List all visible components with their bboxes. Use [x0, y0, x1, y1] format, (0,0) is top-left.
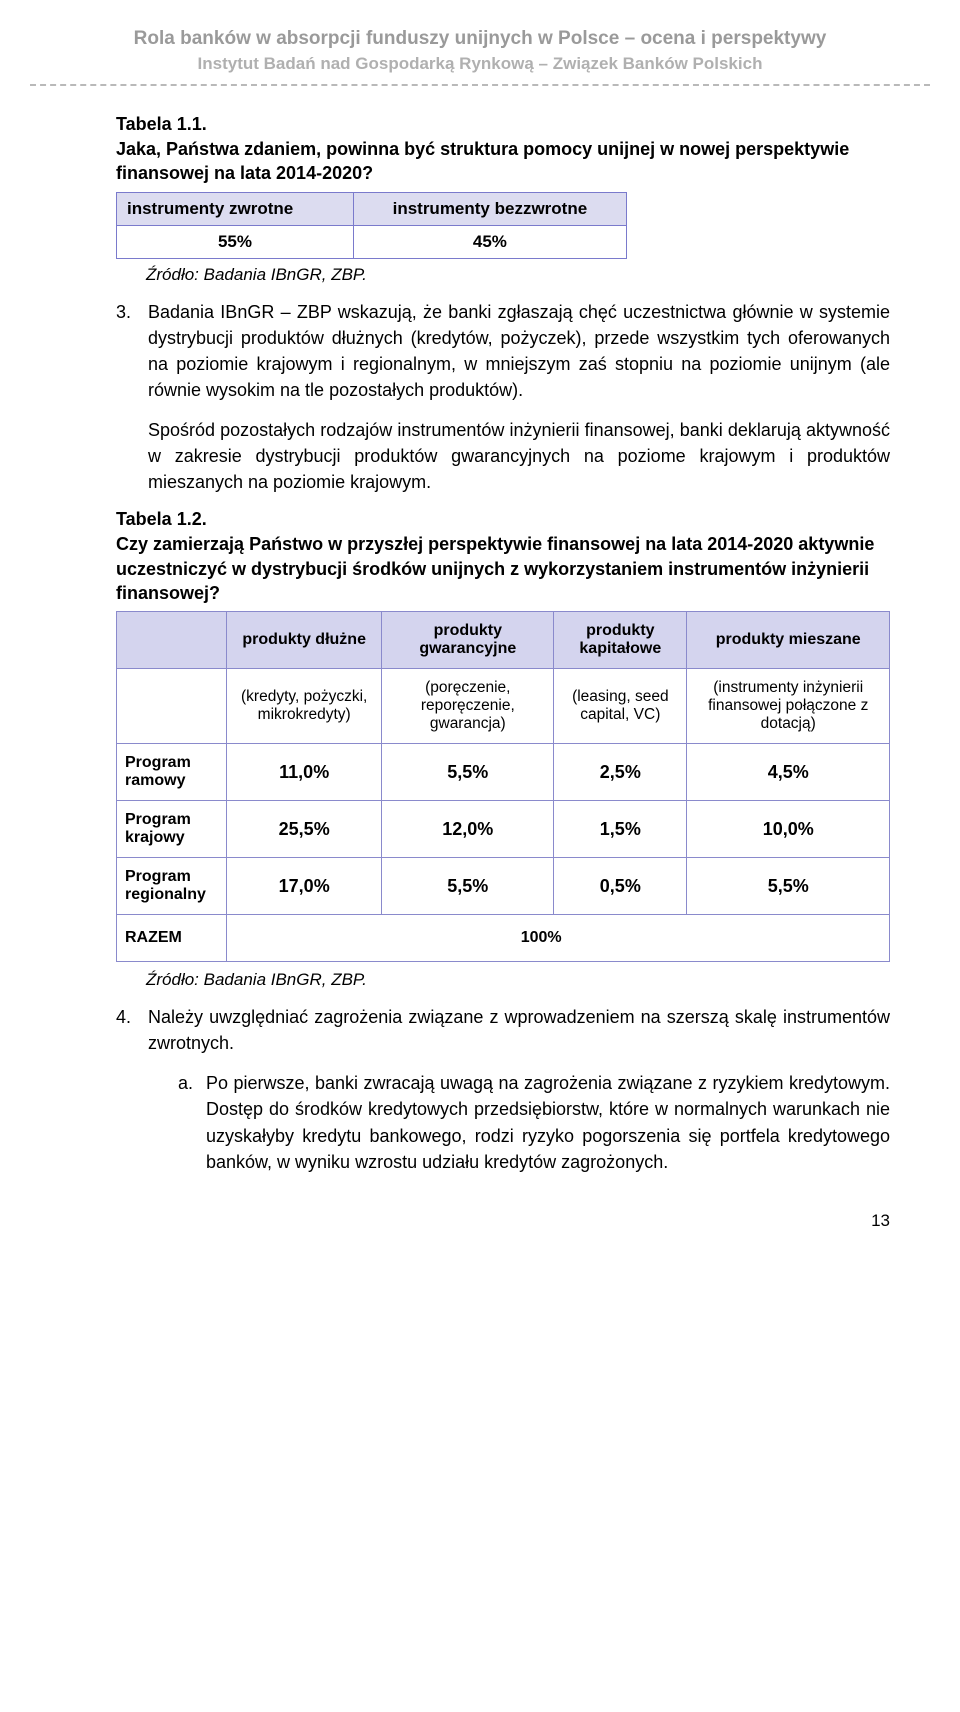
table2-source: Źródło: Badania IBnGR, ZBP.: [146, 970, 890, 990]
table1-label: Tabela 1.1.: [116, 114, 890, 135]
page-number: 13: [70, 1211, 890, 1231]
sub-marker-a: a.: [178, 1070, 206, 1174]
table2-r0-v1: 5,5%: [382, 744, 554, 801]
table2-sub0: (kredyty, pożyczki, mikrokredyty): [227, 669, 382, 744]
sub-item-a: a. Po pierwsze, banki zwracają uwagą na …: [116, 1070, 890, 1174]
table2-sub1: (poręczenie, reporęczenie, gwarancja): [382, 669, 554, 744]
table1: instrumenty zwrotne instrumenty bezzwrot…: [116, 192, 627, 259]
table2: produkty dłużne produkty gwarancyjne pro…: [116, 611, 890, 962]
table1-head-left: instrumenty zwrotne: [117, 192, 354, 225]
table2-sub2: (leasing, seed capital, VC): [554, 669, 687, 744]
table2-r2-v0: 17,0%: [227, 858, 382, 915]
list-marker-3: 3.: [116, 299, 148, 403]
table2-r2-name: Program regionalny: [117, 858, 227, 915]
table2-r1-v3: 10,0%: [687, 801, 890, 858]
table2-r1-v0: 25,5%: [227, 801, 382, 858]
doc-header-title: Rola banków w absorpcji funduszy unijnyc…: [70, 28, 890, 50]
list-body-4: Należy uwzględniać zagrożenia związane z…: [148, 1004, 890, 1056]
table2-r1-v1: 12,0%: [382, 801, 554, 858]
table2-razem-label: RAZEM: [117, 915, 227, 962]
table2-r0-v2: 2,5%: [554, 744, 687, 801]
table1-head-right: instrumenty bezzwrotne: [353, 192, 626, 225]
table2-r0-v0: 11,0%: [227, 744, 382, 801]
list-marker-4: 4.: [116, 1004, 148, 1056]
table2-h2: produkty kapitałowe: [554, 612, 687, 669]
paragraph-2: Spośród pozostałych rodzajów instrumentó…: [148, 417, 890, 495]
sub-body-a: Po pierwsze, banki zwracają uwagą na zag…: [206, 1070, 890, 1174]
table1-caption: Jaka, Państwa zdaniem, powinna być struk…: [116, 137, 890, 186]
table1-val-left: 55%: [117, 225, 354, 258]
table2-corner: [117, 612, 227, 669]
list-body-3: Badania IBnGR – ZBP wskazują, że banki z…: [148, 299, 890, 403]
table2-r0-name: Program ramowy: [117, 744, 227, 801]
list-item-3: 3. Badania IBnGR – ZBP wskazują, że bank…: [116, 299, 890, 403]
table2-h1: produkty gwarancyjne: [382, 612, 554, 669]
table2-r2-v3: 5,5%: [687, 858, 890, 915]
header-divider: [30, 84, 930, 86]
table2-r1-v2: 1,5%: [554, 801, 687, 858]
table2-razem-value: 100%: [227, 915, 890, 962]
table2-h0: produkty dłużne: [227, 612, 382, 669]
doc-header-subtitle: Instytut Badań nad Gospodarką Rynkową – …: [70, 54, 890, 74]
table2-r2-v2: 0,5%: [554, 858, 687, 915]
table2-label: Tabela 1.2.: [116, 509, 890, 530]
table2-r2-v1: 5,5%: [382, 858, 554, 915]
table2-r1-name: Program krajowy: [117, 801, 227, 858]
list-item-4: 4. Należy uwzględniać zagrożenia związan…: [116, 1004, 890, 1056]
table2-h3: produkty mieszane: [687, 612, 890, 669]
table2-sub3: (instrumenty inżynierii finansowej połąc…: [687, 669, 890, 744]
table2-caption: Czy zamierzają Państwo w przyszłej persp…: [116, 532, 890, 605]
table1-val-right: 45%: [353, 225, 626, 258]
table2-r0-v3: 4,5%: [687, 744, 890, 801]
table2-sub-corner: [117, 669, 227, 744]
table1-source: Źródło: Badania IBnGR, ZBP.: [146, 265, 890, 285]
